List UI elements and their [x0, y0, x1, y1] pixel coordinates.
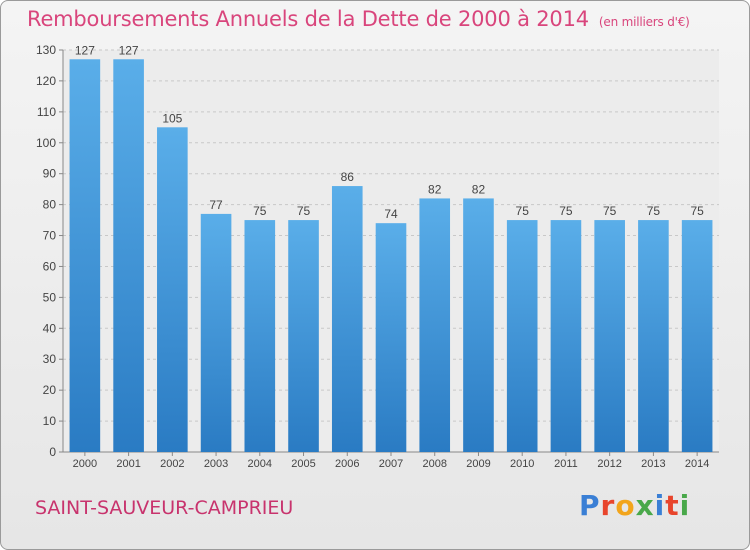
- bar-value-label: 75: [297, 204, 311, 218]
- y-tick-label: 80: [43, 198, 57, 212]
- x-tick-label: 2007: [379, 458, 403, 470]
- bar-value-label: 82: [472, 182, 486, 196]
- x-tick-label: 2004: [248, 458, 272, 470]
- y-tick-label: 70: [43, 229, 57, 243]
- y-tick-label: 110: [37, 105, 56, 119]
- bar-value-label: 127: [75, 43, 95, 57]
- y-tick-label: 120: [36, 74, 56, 88]
- bar: [681, 220, 713, 452]
- y-tick-label: 20: [43, 383, 57, 397]
- bar-value-label: 82: [428, 182, 442, 196]
- chart-title: Remboursements Annuels de la Dette de 20…: [27, 7, 690, 31]
- y-tick-label: 40: [43, 321, 57, 335]
- commune-name: SAINT-SAUVEUR-CAMPRIEU: [35, 497, 294, 519]
- x-tick-label: 2001: [116, 458, 140, 470]
- bar: [113, 59, 144, 453]
- logo-letter: i: [654, 489, 666, 522]
- x-tick-label: 2009: [466, 458, 490, 470]
- x-tick-label: 2002: [160, 458, 184, 470]
- x-tick-label: 2010: [510, 458, 534, 470]
- bar: [288, 220, 319, 452]
- bar-value-label: 77: [209, 198, 223, 212]
- y-tick-label: 130: [36, 43, 56, 57]
- bar: [157, 127, 188, 453]
- bar: [419, 198, 451, 452]
- x-tick-label: 2011: [554, 458, 578, 470]
- x-tick-label: 2000: [73, 458, 97, 470]
- bar: [244, 220, 276, 452]
- y-tick-label: 10: [43, 414, 57, 428]
- logo-letter: i: [679, 489, 691, 522]
- y-tick-label: 30: [43, 352, 57, 366]
- bar-value-label: 75: [603, 204, 617, 218]
- chart-unit: (en milliers d'€): [598, 15, 690, 29]
- bar: [463, 198, 494, 452]
- bars: [69, 59, 713, 453]
- x-tick-label: 2003: [204, 458, 228, 470]
- bar-value-label: 75: [647, 204, 661, 218]
- bar: [550, 220, 582, 452]
- bar-value-label: 86: [341, 170, 355, 184]
- chart-title-text: Remboursements Annuels de la Dette de 20…: [27, 7, 589, 31]
- bar-value-label: 74: [384, 207, 398, 221]
- bar: [69, 59, 101, 453]
- bar-value-label: 127: [119, 43, 139, 57]
- y-tick-label: 0: [49, 445, 56, 459]
- logo-letter: P: [579, 489, 601, 522]
- x-tick-label: 2012: [597, 458, 621, 470]
- bar: [594, 220, 625, 452]
- x-tick-label: 2006: [335, 458, 359, 470]
- bar-value-label: 75: [559, 204, 573, 218]
- bar: [638, 220, 669, 452]
- logo-letter: r: [600, 489, 616, 522]
- bar: [375, 223, 407, 452]
- logo-letter: x: [635, 489, 655, 522]
- labels: 127 2000 127 2001 105 2002 77 2003 75 2004 75 2005 8…: [73, 43, 710, 470]
- bar-value-label: 75: [690, 204, 704, 218]
- y-tick-label: 90: [43, 167, 57, 181]
- x-tick-label: 2005: [291, 458, 315, 470]
- x-tick-label: 2014: [685, 458, 709, 470]
- y-tick-label: 60: [43, 259, 57, 273]
- logo-letter: o: [615, 489, 636, 522]
- bar: [506, 220, 538, 452]
- bar: [200, 213, 232, 452]
- bar-value-label: 75: [253, 204, 267, 218]
- logo-letter: t: [665, 489, 680, 522]
- x-tick-label: 2013: [641, 458, 665, 470]
- bar-value-label: 75: [516, 204, 530, 218]
- y-tick-label: 50: [43, 290, 57, 304]
- bar-value-label: 105: [162, 111, 182, 125]
- axes: 0 10 20 30 40 50 60 70 80 90 100 110 120 130: [36, 43, 719, 459]
- proxiti-logo[interactable]: Proxiti: [579, 489, 690, 522]
- x-tick-label: 2008: [422, 458, 446, 470]
- bar: [331, 186, 363, 453]
- y-tick-label: 100: [36, 136, 56, 150]
